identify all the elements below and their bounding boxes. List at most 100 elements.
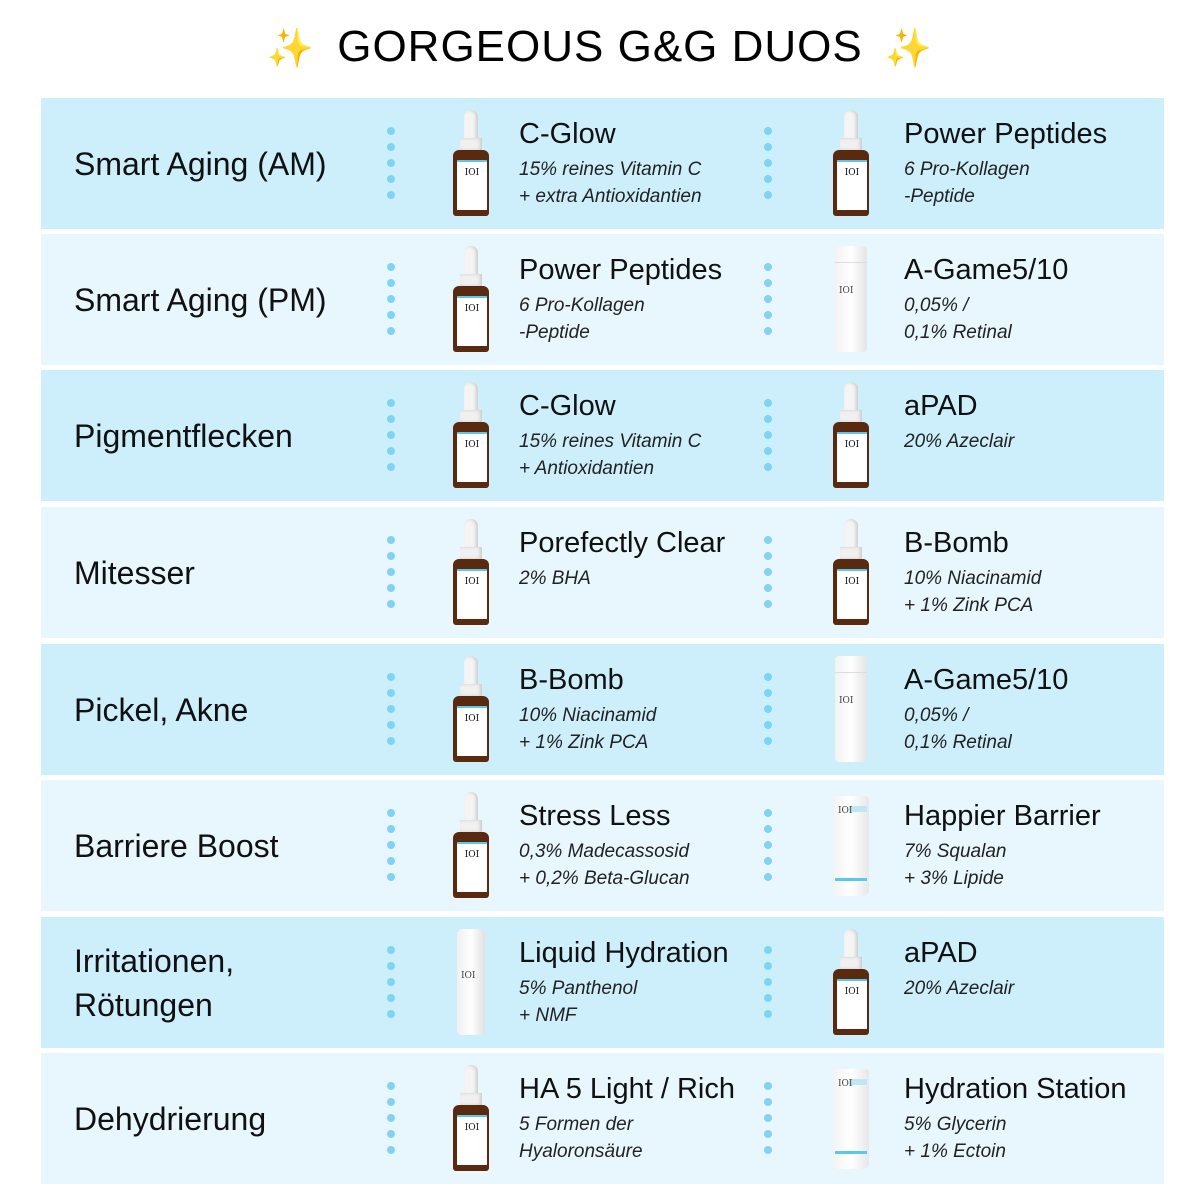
page-title: ✨ GORGEOUS G&G DUOS ✨ [0, 22, 1200, 72]
tube-icon: IOI [831, 1065, 871, 1171]
condition-label: Pickel, Akne [74, 691, 249, 728]
dotted-divider [387, 1082, 395, 1162]
product-description: 0,05% / 0,1% Retinal [904, 295, 1012, 343]
product-description: 2% BHA [519, 568, 591, 589]
dropper-bottle-icon: IOI [451, 519, 491, 625]
product-description: 10% Niacinamid + 1% Zink PCA [904, 568, 1042, 616]
dotted-divider [387, 946, 395, 1026]
dotted-divider [764, 1082, 772, 1162]
dropper-bottle-icon: IOI [451, 792, 491, 898]
brand-mark: IOI [837, 432, 867, 482]
duo-row: Mitesser IOI Porefectly Clear 2% BHA IOI B-Bo… [41, 507, 1164, 638]
brand-mark: IOI [838, 1079, 853, 1089]
condition-label: Barriere Boost [74, 827, 279, 864]
product-description: 6 Pro-Kollagen -Peptide [519, 295, 645, 343]
brand-mark: IOI [457, 569, 487, 619]
pump-bottle-icon: IOI [831, 656, 871, 762]
product-description: 6 Pro-Kollagen -Peptide [904, 159, 1030, 207]
sparkle-icon: ✨ [266, 28, 316, 70]
product-name: HA 5 Light / Rich [519, 1073, 735, 1105]
duo-row: Irritationen, Rötungen IOI Liquid Hydratio… [41, 917, 1164, 1048]
brand-mark: IOI [837, 160, 867, 210]
dotted-divider [387, 127, 395, 207]
dotted-divider [387, 673, 395, 753]
brand-mark: IOI [461, 971, 476, 981]
dropper-bottle-icon: IOI [451, 1065, 491, 1171]
duo-row: Pigmentflecken IOI C-Glow 15% reines Vitami… [41, 370, 1164, 501]
dotted-divider [387, 263, 395, 343]
product-name: aPAD [904, 390, 978, 422]
product-description: 5% Glycerin + 1% Ectoin [904, 1114, 1007, 1162]
product-description: 15% reines Vitamin C + extra Antioxidant… [519, 159, 702, 207]
dotted-divider [387, 536, 395, 616]
product-description: 20% Azeclair [904, 431, 1015, 452]
product-name: Hydration Station [904, 1073, 1127, 1105]
dropper-bottle-icon: IOI [451, 656, 491, 762]
condition-label: Smart Aging (PM) [74, 281, 327, 318]
dropper-bottle-icon: IOI [831, 929, 871, 1035]
duo-row: Smart Aging (PM) IOI Power Peptides 6 Pro-K… [41, 234, 1164, 365]
duo-row: Smart Aging (AM) IOI C-Glow 15% reines Vita… [41, 98, 1164, 229]
brand-mark: IOI [457, 842, 487, 892]
brand-mark: IOI [839, 696, 854, 706]
product-name: Power Peptides [519, 254, 723, 286]
condition-label: Smart Aging (AM) [74, 145, 327, 182]
product-description: 5 Formen der Hyaloronsäure [519, 1114, 643, 1162]
product-name: Happier Barrier [904, 800, 1101, 832]
condition-label: Dehydrierung [74, 1100, 267, 1137]
product-description: 0,05% / 0,1% Retinal [904, 705, 1012, 753]
dropper-bottle-icon: IOI [831, 382, 871, 488]
brand-mark: IOI [839, 286, 854, 296]
product-name: C-Glow [519, 118, 616, 150]
dotted-divider [764, 127, 772, 207]
product-name: Porefectly Clear [519, 527, 726, 559]
brand-mark: IOI [457, 296, 487, 346]
dotted-divider [764, 263, 772, 343]
brand-mark: IOI [837, 979, 867, 1029]
brand-mark: IOI [837, 569, 867, 619]
dotted-divider [764, 809, 772, 889]
duo-row: Barriere Boost IOI Stress Less 0,3% Madecas… [41, 780, 1164, 911]
product-name: Liquid Hydration [519, 937, 729, 969]
brand-mark: IOI [457, 706, 487, 756]
duo-row: Pickel, Akne IOI B-Bomb 10% Niacinamid + 1%… [41, 644, 1164, 775]
pump-bottle-icon: IOI [831, 246, 871, 352]
condition-label: Mitesser [74, 554, 195, 591]
product-name: Stress Less [519, 800, 671, 832]
dotted-divider [387, 809, 395, 889]
dotted-divider [764, 399, 772, 479]
product-description: 15% reines Vitamin C + Antioxidantien [519, 431, 702, 479]
dotted-divider [764, 673, 772, 753]
spray-bottle-icon: IOI [451, 929, 491, 1035]
product-name: A-Game5/10 [904, 664, 1069, 696]
product-name: C-Glow [519, 390, 616, 422]
product-description: 10% Niacinamid + 1% Zink PCA [519, 705, 657, 753]
dropper-bottle-icon: IOI [831, 519, 871, 625]
brand-mark: IOI [838, 806, 853, 816]
product-description: 7% Squalan + 3% Lipide [904, 841, 1007, 889]
dotted-divider [764, 536, 772, 616]
dotted-divider [764, 946, 772, 1026]
product-description: 20% Azeclair [904, 978, 1015, 999]
sparkle-icon: ✨ [884, 28, 934, 70]
brand-mark: IOI [457, 1115, 487, 1165]
condition-label: Pigmentflecken [74, 417, 293, 454]
dropper-bottle-icon: IOI [451, 382, 491, 488]
tube-icon: IOI [831, 792, 871, 898]
product-name: aPAD [904, 937, 978, 969]
product-name: B-Bomb [519, 664, 624, 696]
dotted-divider [387, 399, 395, 479]
brand-mark: IOI [457, 160, 487, 210]
product-description: 0,3% Madecassosid + 0,2% Beta-Glucan [519, 841, 690, 889]
product-name: B-Bomb [904, 527, 1009, 559]
duo-row: Dehydrierung IOI HA 5 Light / Rich 5 Formen… [41, 1053, 1164, 1184]
dropper-bottle-icon: IOI [451, 246, 491, 352]
product-name: A-Game5/10 [904, 254, 1069, 286]
dropper-bottle-icon: IOI [831, 110, 871, 216]
brand-mark: IOI [457, 432, 487, 482]
product-description: 5% Panthenol + NMF [519, 978, 638, 1026]
condition-label: Irritationen, Rötungen [74, 942, 235, 1023]
title-text: GORGEOUS G&G DUOS [337, 22, 863, 71]
product-name: Power Peptides [904, 118, 1108, 150]
dropper-bottle-icon: IOI [451, 110, 491, 216]
